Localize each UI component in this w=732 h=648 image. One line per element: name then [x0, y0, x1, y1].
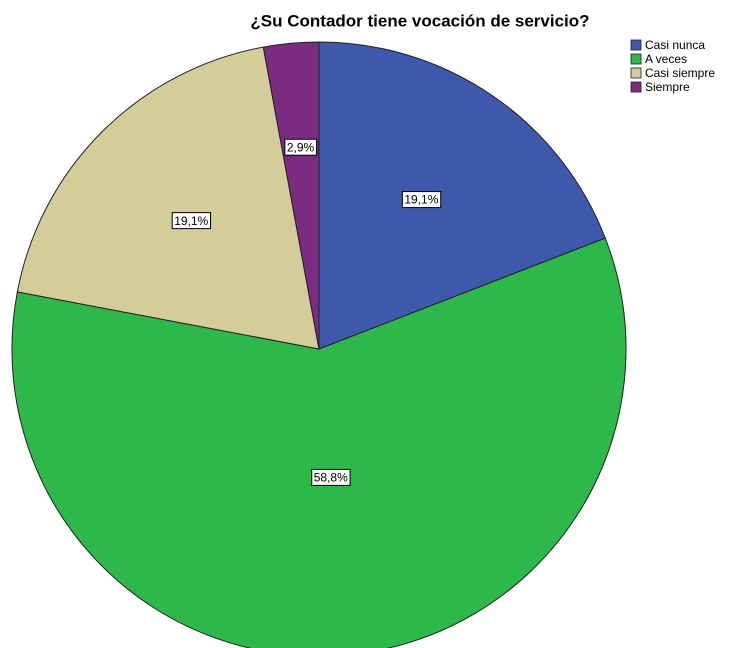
data-label-box [311, 468, 351, 486]
data-label-text: 19,1% [404, 193, 438, 207]
pie-slice [16, 46, 320, 350]
pie-slice [11, 237, 627, 648]
legend-swatch [630, 81, 642, 93]
data-label-box [171, 212, 212, 230]
data-label: 19,1% [401, 191, 442, 209]
pie-slice [262, 41, 320, 350]
data-label-box [401, 191, 442, 209]
data-label: 2,9% [284, 138, 318, 156]
data-label-text: 2,9% [287, 140, 315, 154]
legend-swatch [630, 53, 642, 65]
legend-label: Casi siempre [645, 66, 715, 80]
data-label-box [284, 138, 318, 156]
data-label-text: 58,8% [314, 471, 348, 485]
data-label: 19,1% [171, 212, 212, 230]
legend-label: Casi nunca [645, 38, 705, 52]
legend-label: A veces [645, 52, 687, 66]
legend-label: Siempre [645, 80, 690, 94]
legend-swatch [630, 67, 642, 79]
data-label: 58,8% [311, 468, 351, 486]
legend-swatch [630, 39, 642, 51]
pie-slice [318, 41, 606, 350]
data-label-text: 19,1% [174, 214, 208, 228]
chart-title: ¿Su Contador tiene vocación de servicio? [250, 11, 589, 30]
